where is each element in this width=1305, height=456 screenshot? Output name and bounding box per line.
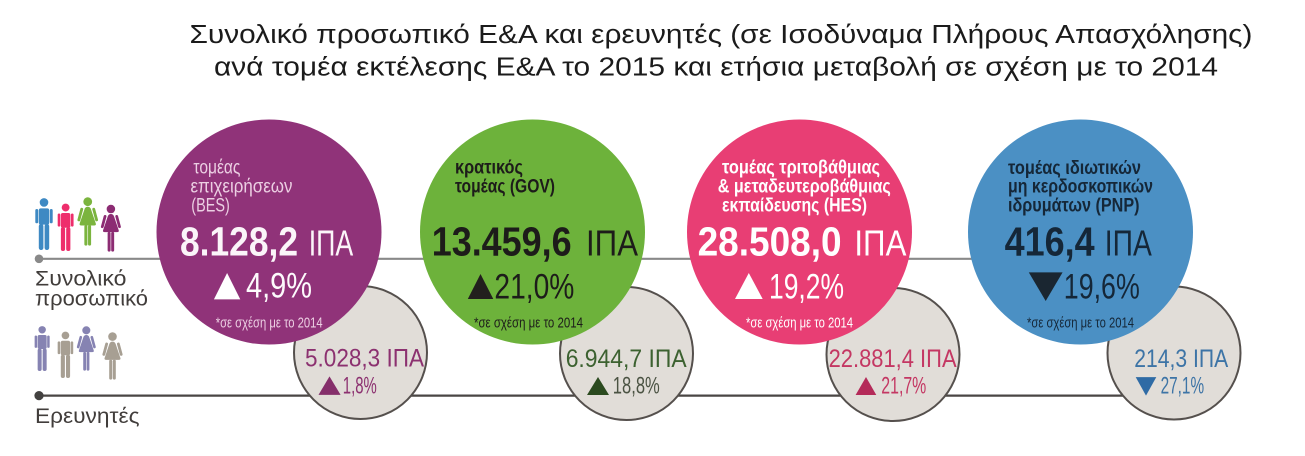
- svg-text:*σε σχέση με το 2014: *σε σχέση με το 2014: [746, 315, 853, 332]
- svg-text:εκπαίδευσης (HES): εκπαίδευσης (HES): [722, 196, 867, 217]
- svg-text:ΙΠΑ: ΙΠΑ: [1105, 223, 1152, 264]
- svg-text:22.881,4 ΙΠΑ: 22.881,4 ΙΠΑ: [829, 345, 957, 373]
- svg-text:19,2%: 19,2%: [769, 267, 844, 307]
- svg-text:Ερευνητές: Ερευνητές: [35, 404, 140, 428]
- svg-text:27,1%: 27,1%: [1161, 373, 1205, 400]
- svg-text:8.128,2: 8.128,2: [180, 219, 298, 265]
- svg-text:προσωπικό: προσωπικό: [35, 287, 148, 311]
- svg-text:τομέας (GOV): τομέας (GOV): [455, 177, 555, 198]
- svg-text:μη κερδοσκοπικών: μη κερδοσκοπικών: [1008, 177, 1153, 198]
- svg-text:19,6%: 19,6%: [1064, 267, 1140, 307]
- svg-text:416,4: 416,4: [1005, 219, 1095, 265]
- svg-text:6.944,7 ΙΠΑ: 6.944,7 ΙΠΑ: [566, 345, 687, 373]
- svg-text:τομέας τριτοβάθμιας: τομέας τριτοβάθμιας: [722, 158, 880, 179]
- svg-text:επιχειρήσεων: επιχειρήσεων: [191, 177, 293, 198]
- svg-text:ΙΠΑ: ΙΠΑ: [586, 223, 638, 264]
- svg-text:5.028,3 ΙΠΑ: 5.028,3 ΙΠΑ: [305, 345, 424, 373]
- svg-text:Συνολικό προσωπικό Ε&Α και ερε: Συνολικό προσωπικό Ε&Α και ερευνητές (σε…: [190, 21, 1253, 49]
- svg-text:*σε σχέση με το 2014: *σε σχέση με το 2014: [1027, 315, 1134, 332]
- svg-text:τομέας ιδιωτικών: τομέας ιδιωτικών: [1008, 158, 1141, 179]
- svg-text:Συνολικό: Συνολικό: [35, 267, 127, 291]
- svg-text:18,8%: 18,8%: [613, 373, 660, 400]
- svg-text:*σε σχέση με το 2014: *σε σχέση με το 2014: [216, 315, 323, 332]
- svg-text:& μεταδευτεροβάθμιας: & μεταδευτεροβάθμιας: [718, 177, 891, 198]
- svg-text:214,3 ΙΠΑ: 214,3 ΙΠΑ: [1134, 345, 1228, 373]
- svg-text:*σε σχέση με το 2014: *σε σχέση με το 2014: [474, 315, 583, 332]
- svg-text:κρατικός: κρατικός: [455, 158, 523, 179]
- svg-text:4,9%: 4,9%: [246, 267, 312, 306]
- svg-text:21,7%: 21,7%: [881, 373, 926, 400]
- svg-text:(BES): (BES): [191, 196, 230, 217]
- svg-text:ΙΠΑ: ΙΠΑ: [854, 223, 906, 264]
- svg-text:ανά τομέα εκτέλεσης Ε&Α το 201: ανά τομέα εκτέλεσης Ε&Α το 2015 και ετήσ…: [214, 54, 1218, 82]
- svg-text:13.459,6: 13.459,6: [432, 219, 572, 265]
- svg-text:ΙΠΑ: ΙΠΑ: [309, 223, 354, 264]
- svg-text:τομέας: τομέας: [193, 158, 240, 179]
- svg-text:ιδρυμάτων (PNP): ιδρυμάτων (PNP): [1008, 196, 1140, 217]
- svg-text:28.508,0: 28.508,0: [698, 219, 842, 265]
- svg-text:1,8%: 1,8%: [343, 373, 377, 400]
- svg-text:21,0%: 21,0%: [494, 266, 574, 306]
